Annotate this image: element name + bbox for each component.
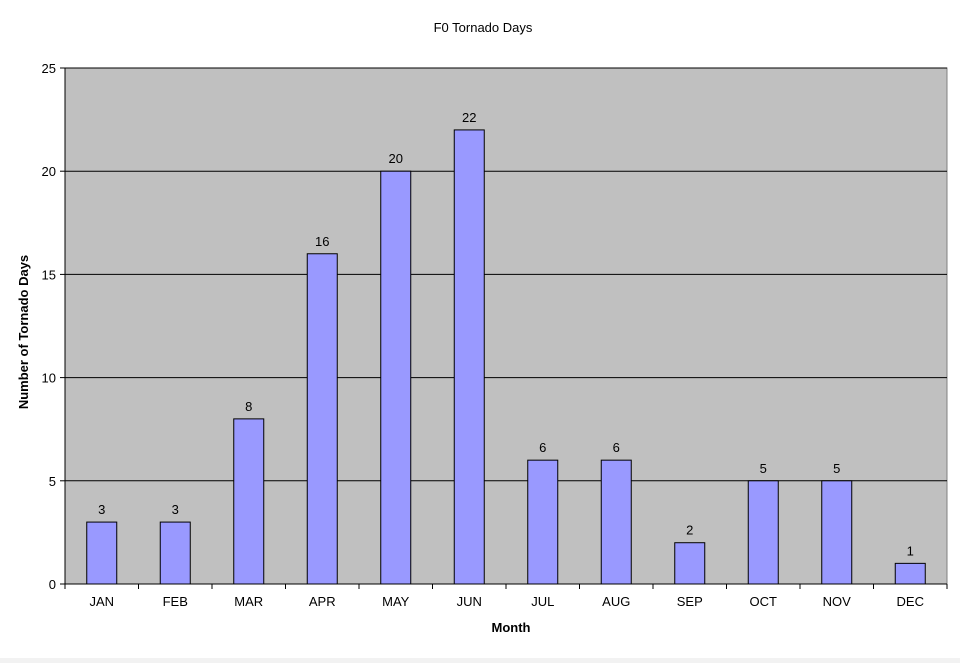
x-tick-label: SEP — [677, 594, 703, 609]
bottom-strip — [0, 658, 960, 663]
bar-nov — [821, 480, 853, 585]
data-label: 5 — [833, 461, 840, 476]
x-tick-label: JAN — [89, 594, 114, 609]
bar-feb — [159, 521, 191, 585]
data-label: 5 — [760, 461, 767, 476]
data-label: 2 — [686, 523, 693, 538]
x-tick-label: JUN — [457, 594, 482, 609]
x-tick-label: MAY — [382, 594, 410, 609]
data-label: 3 — [98, 502, 105, 517]
x-tick-label: OCT — [750, 594, 778, 609]
bar-apr — [306, 253, 338, 585]
y-axis-label: Number of Tornado Days — [16, 255, 31, 409]
bar-oct — [747, 480, 779, 585]
data-label: 8 — [245, 399, 252, 414]
data-label: 6 — [539, 440, 546, 455]
data-label: 20 — [389, 151, 403, 166]
bar-may — [380, 170, 412, 585]
y-tick-label: 20 — [42, 164, 56, 179]
data-label: 22 — [462, 110, 476, 125]
data-labels: 3 3 8 16 20 22 6 6 2 5 5 1 — [98, 110, 914, 558]
data-label: 16 — [315, 234, 329, 249]
bar-dec — [894, 562, 926, 585]
x-tick-label: FEB — [163, 594, 188, 609]
y-tick-label: 0 — [49, 577, 56, 592]
bar-sep — [674, 542, 706, 585]
y-tick-label: 5 — [49, 474, 56, 489]
data-label: 3 — [172, 502, 179, 517]
x-tick-label: NOV — [823, 594, 852, 609]
bars — [86, 129, 926, 585]
x-tick-label: APR — [309, 594, 336, 609]
bar-jan — [86, 521, 118, 585]
data-label: 1 — [907, 543, 914, 558]
y-tick-label: 15 — [42, 267, 56, 282]
bar-jul — [527, 459, 559, 585]
y-tick-label: 25 — [42, 61, 56, 76]
y-axis-ticks: 0 5 10 15 20 25 — [42, 61, 65, 592]
data-label: 6 — [613, 440, 620, 455]
y-tick-label: 10 — [42, 371, 56, 386]
bar-aug — [600, 459, 632, 585]
x-axis-label: Month — [492, 620, 531, 635]
x-axis-ticks: JAN FEB MAR APR MAY JUN JUL AUG SEP OCT NOV DEC — [64, 584, 948, 609]
plot-area — [64, 67, 948, 585]
bar-mar — [233, 418, 265, 585]
gridlines — [65, 67, 947, 482]
x-tick-label: MAR — [234, 594, 263, 609]
chart-title: F0 Tornado Days — [434, 20, 533, 35]
x-tick-label: DEC — [897, 594, 924, 609]
x-tick-label: JUL — [531, 594, 554, 609]
bar-jun — [453, 129, 485, 585]
x-tick-label: AUG — [602, 594, 630, 609]
